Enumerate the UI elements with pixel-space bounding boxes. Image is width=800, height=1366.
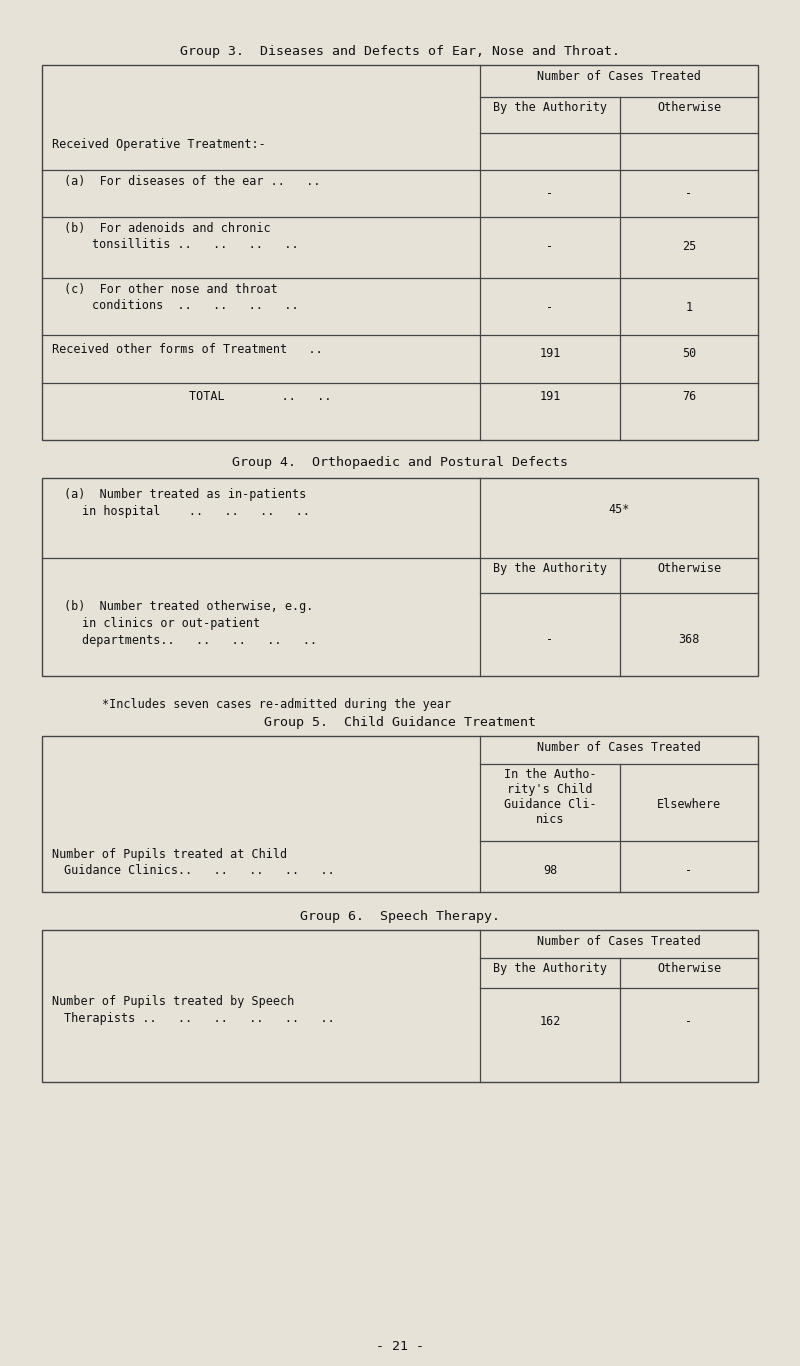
Text: 25: 25 (682, 240, 696, 253)
Text: in clinics or out-patient: in clinics or out-patient (82, 617, 260, 630)
Text: Otherwise: Otherwise (657, 101, 721, 113)
Text: Group 6.  Speech Therapy.: Group 6. Speech Therapy. (300, 910, 500, 923)
Text: (b)  For adenoids and chronic: (b) For adenoids and chronic (64, 223, 270, 235)
Text: (c)  For other nose and throat: (c) For other nose and throat (64, 283, 278, 296)
Text: Received Operative Treatment:-: Received Operative Treatment:- (52, 138, 266, 152)
Text: Group 4.  Orthopaedic and Postural Defects: Group 4. Orthopaedic and Postural Defect… (232, 456, 568, 469)
Text: -: - (686, 865, 693, 877)
Text: Number of Cases Treated: Number of Cases Treated (537, 740, 701, 754)
Text: Guidance Cli-: Guidance Cli- (504, 798, 596, 811)
Text: By the Authority: By the Authority (493, 101, 607, 113)
Text: tonsillitis ..   ..   ..   ..: tonsillitis .. .. .. .. (92, 238, 298, 251)
Text: In the Autho-: In the Autho- (504, 768, 596, 781)
Text: -: - (546, 240, 554, 253)
Text: (b)  Number treated otherwise, e.g.: (b) Number treated otherwise, e.g. (64, 600, 314, 613)
Text: Otherwise: Otherwise (657, 962, 721, 975)
Text: Otherwise: Otherwise (657, 561, 721, 575)
Text: Number of Pupils treated at Child: Number of Pupils treated at Child (52, 848, 287, 861)
Text: (a)  Number treated as in-patients: (a) Number treated as in-patients (64, 488, 306, 501)
Text: Number of Pupils treated by Speech: Number of Pupils treated by Speech (52, 994, 294, 1008)
Text: -: - (546, 187, 554, 199)
Text: (a)  For diseases of the ear ..   ..: (a) For diseases of the ear .. .. (64, 175, 321, 189)
Text: 1: 1 (686, 301, 693, 314)
Text: -: - (546, 632, 554, 646)
Text: 76: 76 (682, 391, 696, 403)
Text: Received other forms of Treatment   ..: Received other forms of Treatment .. (52, 343, 322, 357)
Bar (42, 930, 758, 1082)
Text: -: - (686, 1015, 693, 1029)
Text: -: - (546, 301, 554, 314)
Bar (42, 66, 758, 440)
Text: 50: 50 (682, 347, 696, 361)
Text: *Includes seven cases re-admitted during the year: *Includes seven cases re-admitted during… (102, 698, 451, 710)
Text: rity's Child: rity's Child (507, 783, 593, 796)
Text: 162: 162 (539, 1015, 561, 1029)
Text: Elsewhere: Elsewhere (657, 798, 721, 811)
Text: Group 3.  Diseases and Defects of Ear, Nose and Throat.: Group 3. Diseases and Defects of Ear, No… (180, 45, 620, 57)
Text: TOTAL        ..   ..: TOTAL .. .. (189, 391, 331, 403)
Text: Group 5.  Child Guidance Treatment: Group 5. Child Guidance Treatment (264, 716, 536, 729)
Text: Number of Cases Treated: Number of Cases Treated (537, 934, 701, 948)
Text: Guidance Clinics..   ..   ..   ..   ..: Guidance Clinics.. .. .. .. .. (64, 865, 334, 877)
Text: conditions  ..   ..   ..   ..: conditions .. .. .. .. (92, 299, 298, 311)
Text: - 21 -: - 21 - (376, 1340, 424, 1352)
Text: 98: 98 (543, 865, 557, 877)
Text: 368: 368 (678, 632, 700, 646)
Text: By the Authority: By the Authority (493, 962, 607, 975)
Bar (42, 736, 758, 892)
Text: in hospital    ..   ..   ..   ..: in hospital .. .. .. .. (82, 505, 310, 518)
Bar (42, 478, 758, 676)
Text: 191: 191 (539, 347, 561, 361)
Text: Number of Cases Treated: Number of Cases Treated (537, 70, 701, 83)
Text: By the Authority: By the Authority (493, 561, 607, 575)
Text: 191: 191 (539, 391, 561, 403)
Text: nics: nics (536, 813, 564, 826)
Text: departments..   ..   ..   ..   ..: departments.. .. .. .. .. (82, 634, 317, 647)
Text: 45*: 45* (608, 503, 630, 516)
Text: -: - (686, 187, 693, 199)
Text: Therapists ..   ..   ..   ..   ..   ..: Therapists .. .. .. .. .. .. (64, 1012, 334, 1024)
